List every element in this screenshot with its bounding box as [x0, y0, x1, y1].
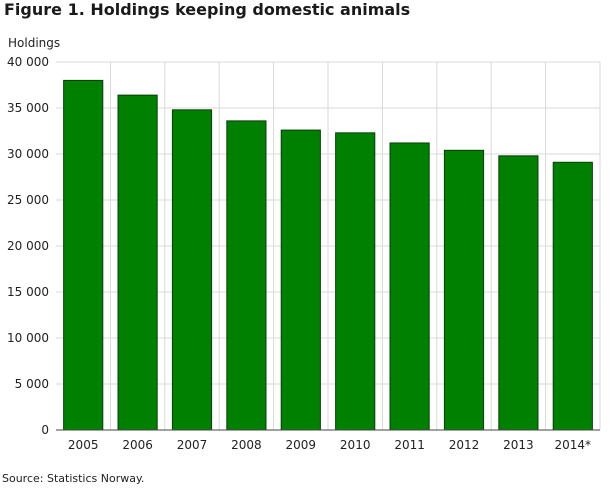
x-tick-label: 2009 — [286, 438, 317, 452]
x-tick-label: 2010 — [340, 438, 371, 452]
x-tick-label: 2005 — [68, 438, 99, 452]
x-tick-label: 2011 — [394, 438, 425, 452]
x-tick-label: 2012 — [449, 438, 480, 452]
bar-2007 — [171, 109, 213, 431]
y-tick-label: 5 000 — [15, 377, 49, 391]
bar-2011 — [389, 142, 430, 431]
source-note: Source: Statistics Norway. — [2, 472, 145, 485]
x-tick-label: 2006 — [122, 438, 153, 452]
y-tick-label: 15 000 — [7, 285, 49, 299]
bar-2009 — [280, 129, 321, 431]
x-tick-label: 2008 — [231, 438, 262, 452]
x-tick-label: 2013 — [503, 438, 534, 452]
y-tick-label: 30 000 — [7, 147, 49, 161]
y-tick-label: 20 000 — [7, 239, 49, 253]
y-tick-label: 10 000 — [7, 331, 49, 345]
y-tick-label: 40 000 — [7, 55, 49, 69]
x-tick-label: 2007 — [177, 438, 208, 452]
chart-title: Figure 1. Holdings keeping domestic anim… — [4, 0, 411, 19]
bar-2010 — [335, 132, 376, 431]
bar-2008 — [226, 120, 267, 431]
y-axis-title: Holdings — [8, 36, 60, 50]
y-tick-label: 25 000 — [7, 193, 49, 207]
y-tick-label: 0 — [41, 423, 49, 437]
bar-2013 — [498, 155, 539, 431]
axes: 0 5 000 10 000 15 000 20 000 25 000 30 000 35 0… — [7, 55, 600, 452]
bar-2005 — [63, 79, 104, 431]
bar-chart: 0 5 000 10 000 15 000 20 000 25 000 30 000 35 0… — [7, 36, 601, 452]
bar-2006 — [117, 94, 158, 431]
bar-2012 — [443, 149, 485, 431]
bar-2014* — [552, 161, 593, 431]
bars — [63, 79, 593, 431]
x-tick-label: 2014* — [555, 438, 592, 452]
y-tick-label: 35 000 — [7, 101, 49, 115]
